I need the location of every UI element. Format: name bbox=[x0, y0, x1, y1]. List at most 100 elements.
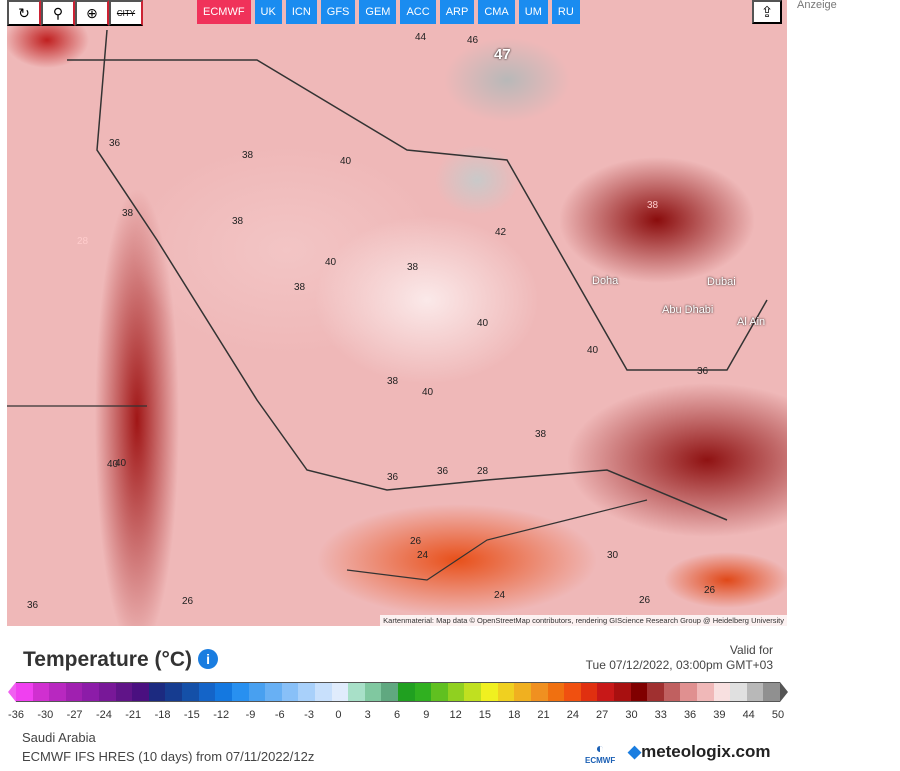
scale-cell bbox=[248, 683, 266, 701]
scale-cell bbox=[530, 683, 548, 701]
scale-tick-label: 27 bbox=[596, 709, 609, 721]
map-toolbar: ↻ ⚲ ⊕ CITY bbox=[7, 0, 143, 26]
value-label: 38 bbox=[535, 429, 547, 440]
model-acc[interactable]: ACC bbox=[400, 0, 436, 24]
value-label: 26 bbox=[704, 585, 716, 596]
value-label: 38 bbox=[647, 200, 659, 211]
scale-tick-label: -3 bbox=[304, 709, 314, 721]
model-gem[interactable]: GEM bbox=[359, 0, 397, 24]
scale-tick-label: 18 bbox=[508, 709, 521, 721]
ad-label: Anzeige bbox=[797, 0, 837, 11]
scale-cell bbox=[331, 683, 349, 701]
scale-cell bbox=[381, 683, 399, 701]
scale-cell bbox=[148, 683, 166, 701]
value-label: 24 bbox=[494, 590, 506, 601]
scale-tick-label: 15 bbox=[478, 709, 492, 721]
city-abu-dhabi: Abu Dhabi bbox=[662, 304, 714, 316]
meteologix-text: meteologix.com bbox=[641, 742, 771, 761]
scale-cell bbox=[414, 683, 432, 701]
zoom-button[interactable]: ⊕ bbox=[75, 0, 109, 26]
value-label: 28 bbox=[477, 466, 489, 477]
map-attribution: Kartenmaterial: Map data © OpenStreetMap… bbox=[380, 615, 787, 626]
scale-cell bbox=[696, 683, 714, 701]
borders bbox=[7, 29, 768, 581]
model-selector: ECMWF UK ICN GFS GEM ACC ARP CMA UM RU bbox=[197, 0, 580, 24]
value-label: 26 bbox=[410, 536, 422, 547]
scale-tick-label: -12 bbox=[213, 709, 230, 721]
model-cma[interactable]: CMA bbox=[478, 0, 515, 24]
value-label: 38 bbox=[242, 150, 254, 161]
ecmwf-logo-text: ECMWF bbox=[585, 756, 616, 765]
value-label: 40 bbox=[422, 387, 434, 398]
model-uk[interactable]: UK bbox=[254, 0, 282, 24]
scale-tick-label: -15 bbox=[183, 709, 200, 721]
scale-tick-label: -36 bbox=[8, 709, 24, 721]
valid-time-value: Tue 07/12/2022, 03:00pm GMT+03 bbox=[585, 658, 773, 672]
legend-title-text: Temperature (°C) bbox=[23, 648, 193, 671]
scale-cell bbox=[49, 683, 66, 701]
model-ru[interactable]: RU bbox=[551, 0, 580, 24]
scale-cell bbox=[32, 683, 50, 701]
model-arp[interactable]: ARP bbox=[439, 0, 475, 24]
value-label: 26 bbox=[182, 596, 194, 607]
value-label: 28 bbox=[77, 236, 89, 247]
scale-tick-label: 36 bbox=[683, 709, 697, 721]
valid-time: Valid for Tue 07/12/2022, 03:00pm GMT+03 bbox=[586, 643, 773, 673]
scale-tick-label: 21 bbox=[537, 709, 550, 721]
scale-cell bbox=[613, 683, 631, 701]
scale-cell bbox=[165, 683, 183, 701]
scale-cell bbox=[481, 683, 498, 701]
city-dubai: Dubai bbox=[707, 276, 736, 288]
scale-cell bbox=[464, 683, 482, 701]
scale-cell bbox=[115, 683, 133, 701]
value-label: 40 bbox=[477, 318, 489, 329]
value-label: 40 bbox=[340, 156, 352, 167]
value-label: 36 bbox=[697, 366, 709, 377]
scale-cell bbox=[215, 683, 232, 701]
scale-cell bbox=[630, 683, 648, 701]
value-label: 40 bbox=[115, 458, 127, 469]
scale-tick-label: 39 bbox=[713, 709, 726, 721]
scale-cell bbox=[547, 683, 565, 701]
model-icn[interactable]: ICN bbox=[285, 0, 317, 24]
scale-tick-label: -27 bbox=[66, 709, 83, 721]
model-ecmwf[interactable]: ECMWF bbox=[197, 0, 251, 24]
scale-cell bbox=[398, 683, 415, 701]
scale-cell bbox=[364, 683, 382, 701]
scale-cell bbox=[132, 683, 149, 701]
scale-tick-label: -21 bbox=[125, 709, 142, 721]
refresh-button[interactable]: ↻ bbox=[7, 0, 41, 26]
scale-tick-label: 6 bbox=[393, 709, 401, 721]
share-button[interactable]: ⇪ bbox=[752, 0, 782, 24]
temperature-map[interactable]: 47 Doha Dubai Abu Dhabi Al Ain 44 46 38 … bbox=[7, 0, 787, 626]
value-label: 36 bbox=[437, 466, 449, 477]
scale-cell bbox=[497, 683, 515, 701]
scale-arrow-left bbox=[8, 682, 16, 702]
scale-cell bbox=[663, 683, 681, 701]
scale-cell bbox=[514, 683, 531, 701]
city-toggle-button[interactable]: CITY bbox=[109, 0, 143, 26]
scale-cell bbox=[298, 683, 315, 701]
scale-cell bbox=[82, 683, 100, 701]
value-label: 30 bbox=[607, 550, 619, 561]
model-um[interactable]: UM bbox=[518, 0, 548, 24]
scale-ticks: -36 -30 -27 -24 -21 -18 -15 -12 -9 -6 -3 0 3 6 9 12 15 18… bbox=[8, 709, 784, 723]
location-button[interactable]: ⚲ bbox=[41, 0, 75, 26]
scale-cell bbox=[580, 683, 598, 701]
scale-tick-label: 30 bbox=[625, 709, 638, 721]
model-gfs[interactable]: GFS bbox=[320, 0, 356, 24]
value-label: 26 bbox=[639, 595, 651, 606]
meteologix-logo[interactable]: ◆meteologix.com bbox=[628, 742, 771, 762]
color-scale bbox=[8, 682, 788, 702]
scale-cell bbox=[65, 683, 83, 701]
scale-tick-label: -9 bbox=[245, 709, 256, 721]
value-label: 36 bbox=[109, 138, 121, 149]
scale-tick-label: 0 bbox=[335, 709, 342, 721]
scale-cell bbox=[746, 683, 764, 701]
scale-cell bbox=[16, 683, 33, 701]
scale-cell bbox=[647, 683, 664, 701]
scale-arrow-right bbox=[780, 682, 788, 702]
scale-cell bbox=[198, 683, 216, 701]
city-doha: Doha bbox=[592, 275, 619, 287]
info-icon[interactable]: i bbox=[198, 649, 219, 669]
